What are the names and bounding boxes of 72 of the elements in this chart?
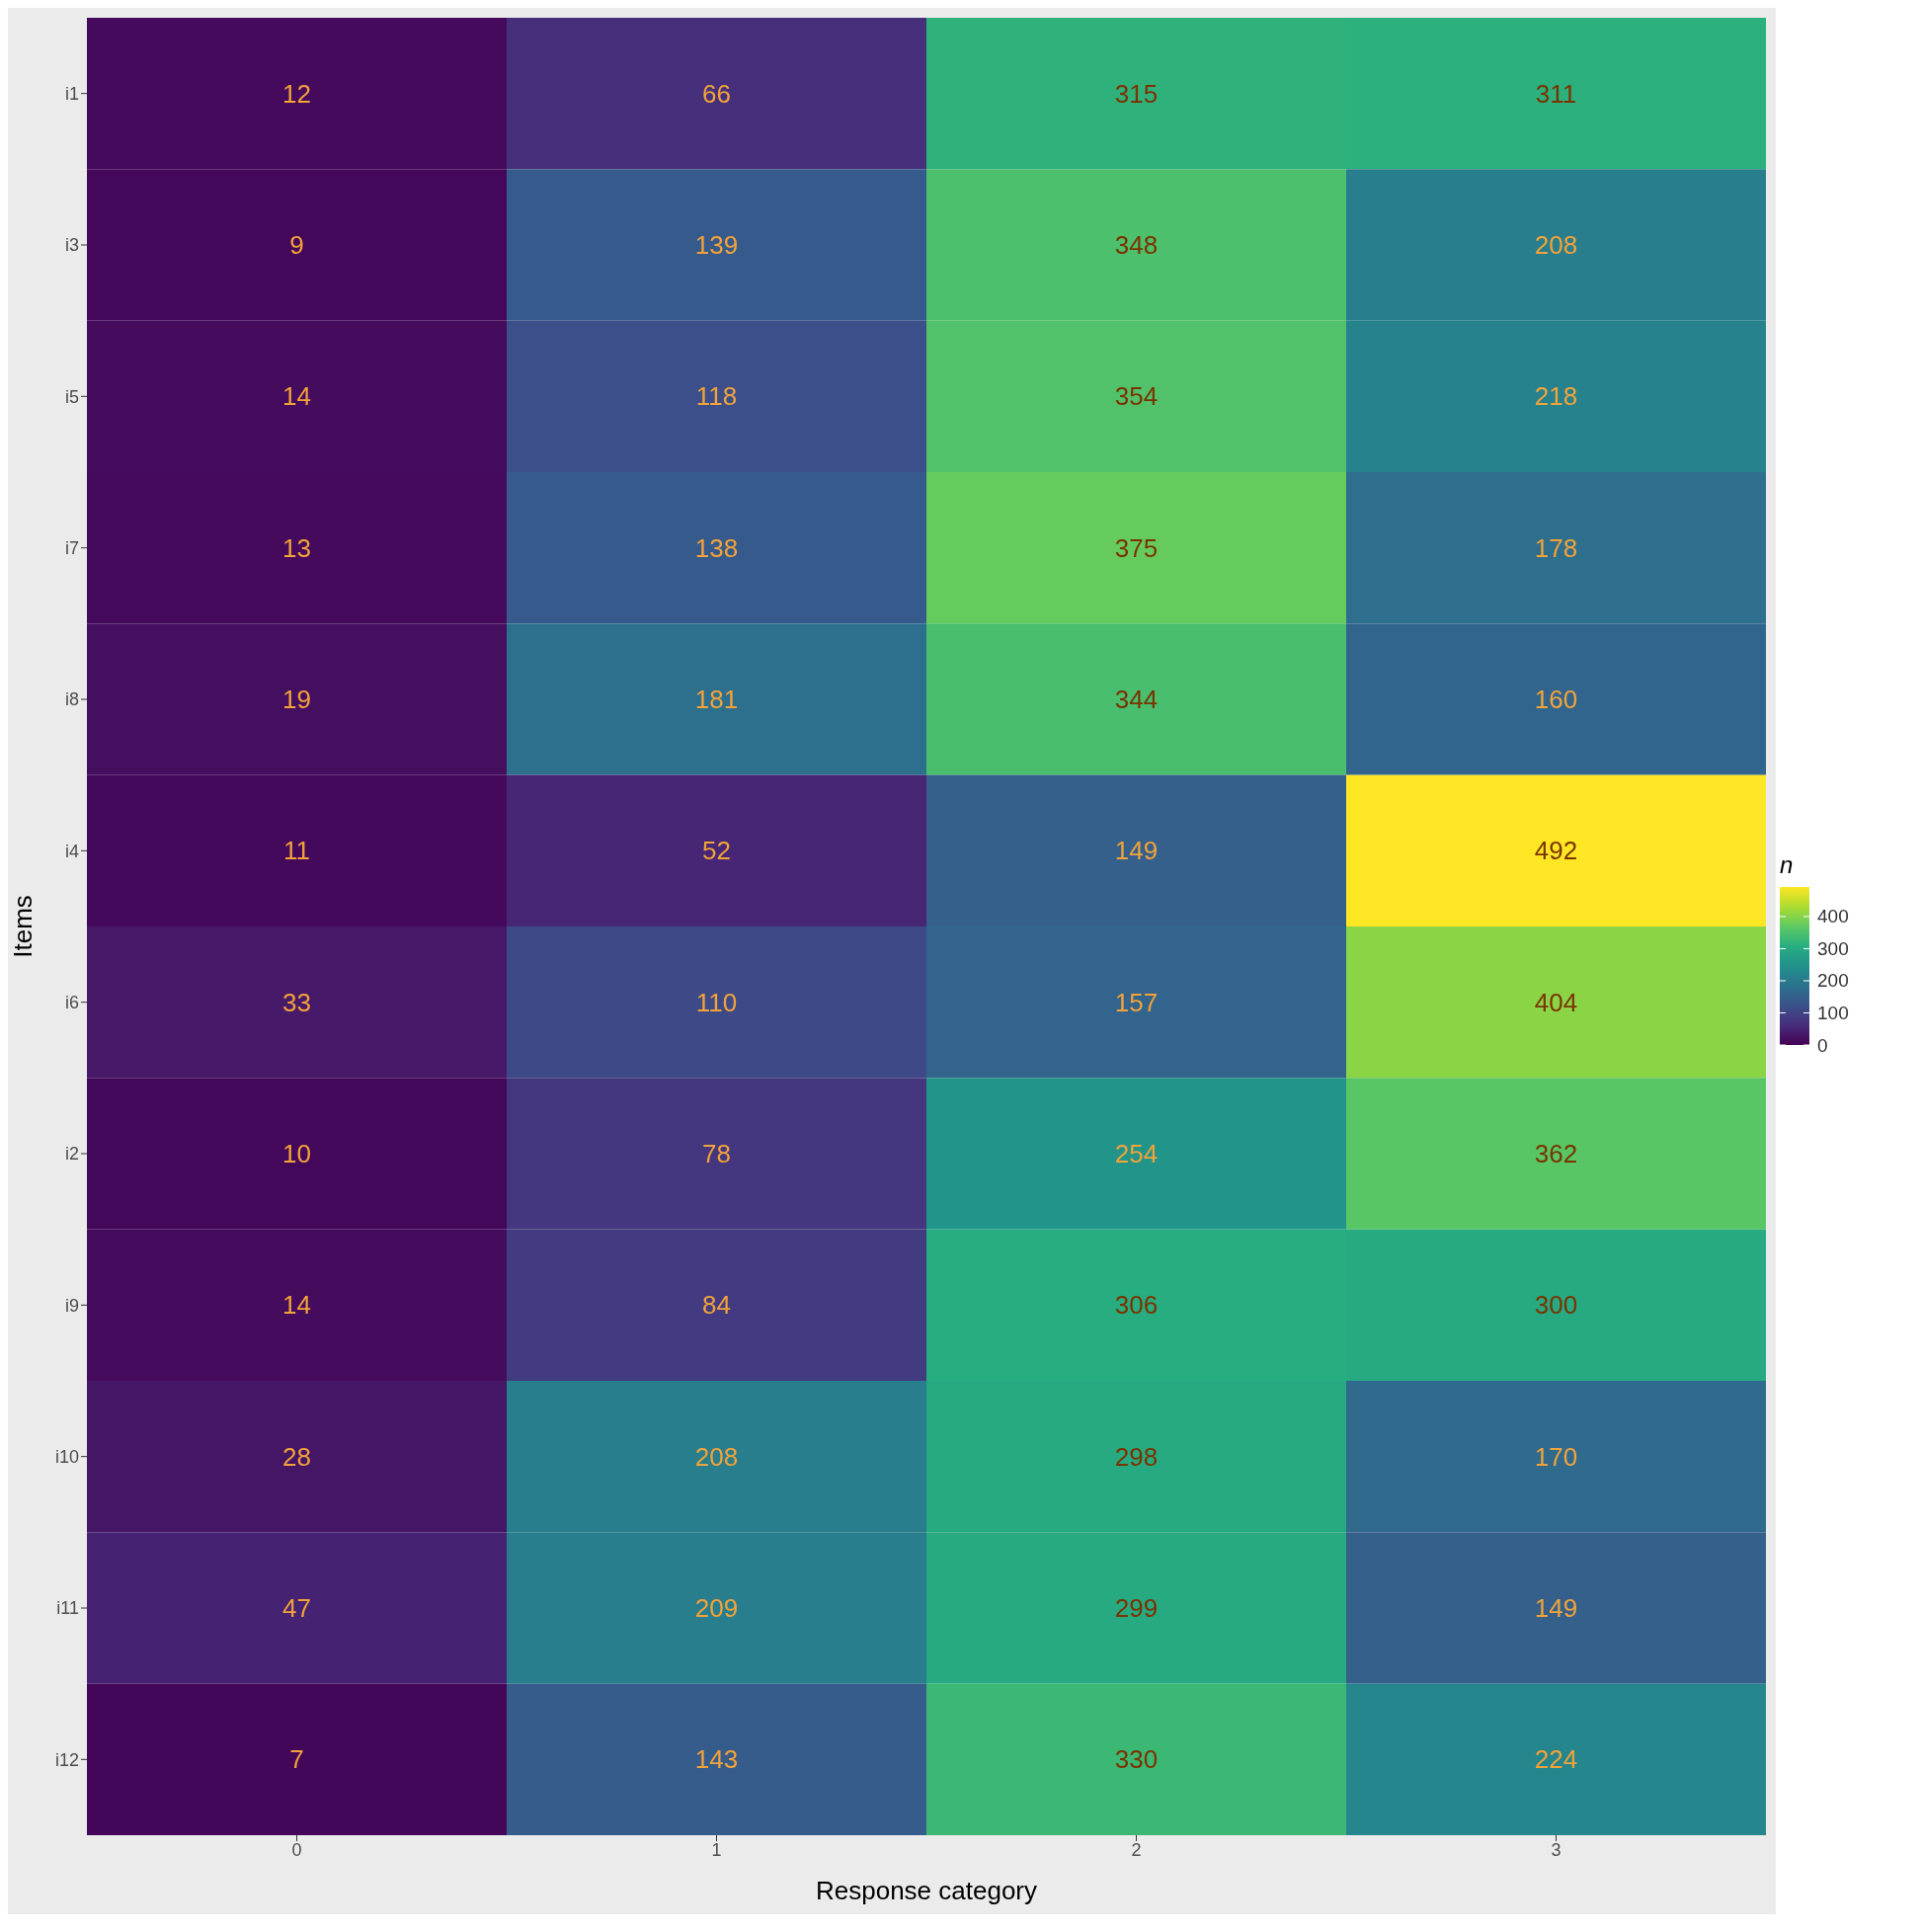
color-bar-label: 300 — [1817, 937, 1849, 959]
data-label: 208 — [694, 1441, 739, 1472]
y-tick-label: i4 — [64, 841, 79, 861]
data-label: 208 — [1534, 230, 1578, 260]
data-label: 181 — [694, 684, 739, 714]
data-label: 84 — [702, 1290, 731, 1321]
data-label: 110 — [695, 987, 738, 1017]
data-label: 224 — [1534, 1744, 1578, 1775]
data-label: 404 — [1534, 987, 1578, 1017]
data-label: 299 — [1114, 1593, 1159, 1623]
data-label: 170 — [1534, 1441, 1578, 1472]
data-label: 348 — [1114, 230, 1159, 260]
data-label: 78 — [702, 1139, 731, 1168]
color-bar-label: 0 — [1817, 1034, 1828, 1056]
data-label: 209 — [694, 1593, 739, 1623]
x-tick-label: 3 — [1551, 1839, 1561, 1860]
data-label: 7 — [289, 1744, 304, 1775]
data-label: 138 — [694, 532, 739, 563]
data-label: 14 — [282, 381, 311, 412]
color-bar-label: 400 — [1817, 906, 1849, 927]
data-label: 12 — [282, 78, 311, 109]
data-label: 354 — [1114, 381, 1159, 412]
data-label: 344 — [1114, 684, 1159, 714]
data-label: 11 — [283, 836, 310, 866]
y-tick-label: i3 — [64, 235, 79, 256]
data-label: 311 — [1535, 78, 1577, 109]
y-tick-label: i12 — [54, 1749, 79, 1770]
data-label: 149 — [1534, 1593, 1578, 1623]
data-label: 218 — [1534, 381, 1578, 412]
y-tick-label: i8 — [64, 689, 79, 710]
data-label: 33 — [282, 987, 311, 1017]
data-label: 306 — [1114, 1290, 1159, 1321]
x-axis-title: Response category — [815, 1876, 1038, 1905]
y-tick-label: i6 — [64, 993, 79, 1013]
data-label: 143 — [694, 1744, 739, 1775]
color-bar-title: n — [1780, 851, 1794, 878]
y-axis-title: Items — [8, 895, 39, 958]
data-label: 28 — [282, 1441, 311, 1472]
y-tick-label: i11 — [56, 1598, 79, 1619]
data-label: 375 — [1114, 532, 1159, 563]
data-label: 330 — [1114, 1744, 1159, 1775]
data-label: 9 — [289, 230, 304, 260]
data-label: 13 — [282, 532, 311, 563]
x-tick-label: 1 — [711, 1839, 722, 1860]
y-tick-label: i1 — [64, 84, 79, 105]
x-tick-label: 0 — [291, 1839, 302, 1860]
data-label: 14 — [282, 1290, 311, 1321]
y-tick-label: i10 — [54, 1447, 79, 1468]
data-label: 10 — [282, 1139, 311, 1168]
data-label: 118 — [695, 381, 738, 412]
data-label: 139 — [694, 230, 739, 260]
x-tick-label: 2 — [1131, 1839, 1142, 1860]
data-label: 52 — [702, 836, 731, 866]
color-bar-label: 200 — [1817, 970, 1849, 992]
data-label: 178 — [1534, 532, 1578, 563]
y-tick-label: i2 — [64, 1144, 79, 1165]
data-label: 315 — [1114, 78, 1159, 109]
y-tick-label: i7 — [64, 538, 79, 559]
data-label: 362 — [1534, 1139, 1578, 1168]
data-label: 19 — [282, 684, 311, 714]
y-tick-label: i5 — [64, 386, 79, 407]
color-bar-label: 100 — [1817, 1002, 1849, 1023]
data-label: 254 — [1114, 1139, 1159, 1168]
data-label: 298 — [1114, 1441, 1159, 1472]
data-label: 149 — [1114, 836, 1159, 866]
data-label: 160 — [1534, 684, 1578, 714]
data-label: 300 — [1534, 1290, 1578, 1321]
data-label: 492 — [1534, 836, 1578, 866]
data-label: 47 — [282, 1593, 311, 1623]
y-tick-label: i9 — [64, 1295, 79, 1316]
data-label: 66 — [702, 78, 731, 109]
data-label: 157 — [1114, 987, 1159, 1017]
